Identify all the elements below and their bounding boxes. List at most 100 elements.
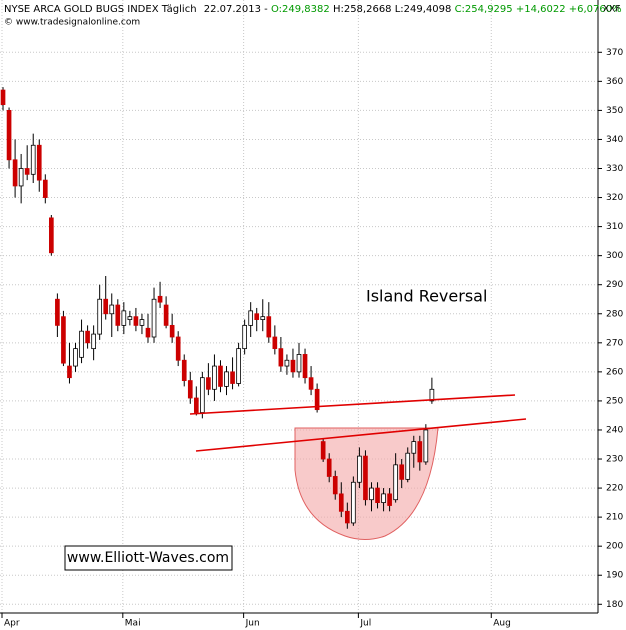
candle-body [163, 304, 169, 326]
candle-body [429, 388, 435, 402]
candle-body [103, 298, 109, 315]
candle-body [344, 510, 350, 524]
candle-body [181, 359, 187, 381]
candle-body [338, 493, 344, 512]
candle-body [308, 377, 314, 390]
y-tick-label: 240 [606, 425, 623, 435]
x-tick-label: Jul [359, 619, 371, 629]
candle-body [218, 365, 223, 387]
candle-body [387, 493, 392, 506]
y-tick-label: 290 [606, 280, 623, 290]
candle-body [169, 324, 175, 338]
header-title: NYSE ARCA GOLD BUGS INDEX Täglich [4, 4, 197, 15]
candle-body [127, 316, 133, 320]
candle-body [357, 455, 362, 483]
y-tick-label: 180 [606, 600, 623, 610]
header-open: O:249,8382 [271, 4, 330, 15]
candle-body [91, 333, 96, 350]
y-tick-label: 220 [606, 484, 623, 494]
trend-line [189, 394, 516, 415]
y-tick-label: 190 [606, 571, 623, 581]
candle-body [36, 144, 42, 181]
candle-body [278, 348, 284, 367]
header-high: H:258,2668 [333, 4, 392, 15]
candle-body [193, 397, 199, 413]
candle-body [79, 330, 84, 358]
candle-body [236, 348, 241, 384]
candle-body [67, 365, 72, 379]
candle-body [423, 429, 429, 463]
candle-body [381, 493, 386, 504]
candle-body [61, 316, 66, 364]
header-low: L:249,4098 [395, 4, 452, 15]
candle-body [200, 377, 205, 413]
candle-body [157, 295, 163, 303]
watermark: www.Elliott-Waves.com [67, 550, 229, 566]
candle-body [224, 371, 229, 387]
candle-body [320, 441, 326, 460]
x-tick-label: Aug [493, 619, 511, 629]
candle-body [369, 487, 374, 501]
candle-body [18, 168, 24, 187]
candle-body [73, 348, 78, 367]
candle-body [133, 316, 139, 326]
y-tick-label: 250 [606, 396, 623, 406]
y-tick-label: 210 [606, 513, 623, 523]
header-date: 22.07.2013 - [204, 4, 268, 15]
y-tick-label: 230 [606, 455, 623, 465]
candle-body [248, 310, 254, 326]
watermark-box [64, 545, 233, 571]
candle-body [115, 304, 121, 326]
corner-label: XXF [603, 5, 621, 15]
header-close: C:254,9295 [455, 4, 513, 15]
candle-body [42, 179, 48, 198]
y-tick-label: 320 [606, 193, 623, 203]
y-tick-label: 300 [606, 251, 623, 261]
candle-body [405, 452, 411, 480]
candle-body [212, 365, 217, 390]
annotation: Island Reversal [366, 287, 487, 306]
y-tick-label: 200 [606, 542, 623, 552]
x-tick-label: Mai [125, 619, 141, 629]
candle-body [0, 89, 6, 105]
y-tick-label: 350 [606, 106, 623, 116]
y-tick-label: 260 [606, 367, 623, 377]
candle-body [363, 455, 368, 501]
candle-body [139, 319, 145, 326]
x-tick-label: Jun [245, 619, 260, 629]
y-tick-label: 360 [606, 77, 623, 87]
y-tick-label: 330 [606, 164, 623, 174]
candle-body [302, 354, 308, 379]
candle-body [393, 464, 398, 501]
candle-body [417, 441, 423, 463]
candle-body [296, 354, 302, 373]
candle-body [411, 441, 417, 454]
header-change-pct: +6,0760% [569, 4, 622, 15]
y-tick-label: 270 [606, 338, 623, 348]
trend-line [195, 418, 527, 452]
candle-body [266, 316, 272, 338]
candle-body [332, 476, 338, 495]
candle-body [351, 481, 356, 524]
y-tick-label: 340 [606, 135, 623, 145]
candle-body [6, 109, 12, 161]
candle-body [272, 336, 278, 350]
candle-body [85, 330, 90, 344]
candle-body [109, 304, 115, 315]
candle-body [206, 377, 211, 390]
candle-body [187, 380, 193, 399]
candle-body [151, 298, 157, 338]
candle-body [375, 487, 380, 504]
candle-body [97, 298, 102, 335]
candle-body [121, 310, 127, 326]
candle-body [12, 159, 18, 187]
candle-body [242, 324, 247, 350]
candle-body [55, 298, 60, 326]
candle-body [30, 144, 36, 175]
candle-body [24, 168, 30, 175]
y-tick-label: 280 [606, 309, 623, 319]
candle-body [284, 359, 290, 367]
candle-body [254, 313, 260, 320]
candle-body [260, 316, 266, 320]
